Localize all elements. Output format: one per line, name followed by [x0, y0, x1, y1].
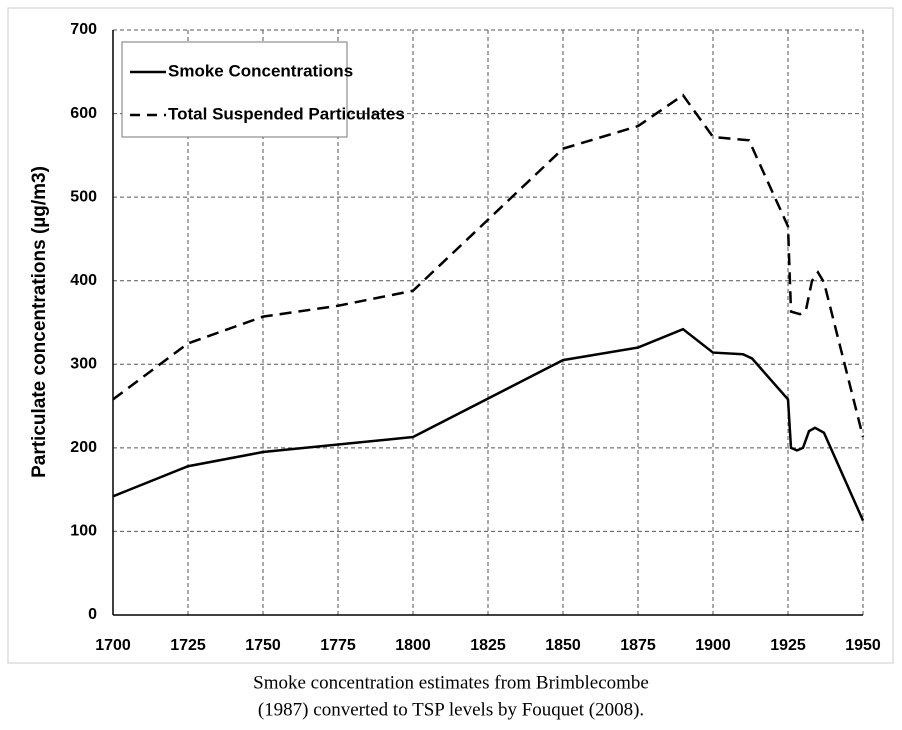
y-tick-label: 600 — [70, 105, 97, 122]
x-tick-label: 1950 — [845, 637, 881, 654]
y-tick-label: 500 — [70, 188, 97, 205]
data-line — [112, 93, 865, 438]
caption: Smoke concentration estimates from Brimb… — [253, 672, 649, 693]
legend-label: Smoke Concentrations — [168, 61, 353, 80]
x-tick-label: 1700 — [95, 637, 131, 654]
x-tick-label: 1875 — [620, 637, 656, 654]
y-tick-label: 0 — [88, 606, 97, 623]
x-tick-label: 1725 — [170, 637, 206, 654]
y-tick-label: 100 — [70, 523, 97, 540]
x-tick-label: 1750 — [245, 637, 281, 654]
x-tick-label: 1925 — [770, 637, 806, 654]
legend-label: Total Suspended Particulates — [168, 104, 405, 123]
x-tick-label: 1850 — [545, 637, 581, 654]
y-tick-label: 200 — [70, 439, 97, 456]
legend-box — [121, 41, 348, 138]
y-tick-label: 300 — [70, 356, 97, 373]
y-tick-label: 700 — [70, 21, 97, 38]
x-tick-label: 1825 — [470, 637, 506, 654]
chart-frame — [7, 7, 894, 664]
y-axis-label: Particulate concentrations (µg/m3) — [29, 166, 50, 478]
x-tick-label: 1800 — [395, 637, 431, 654]
data-line — [112, 327, 865, 522]
x-tick-label: 1900 — [695, 637, 731, 654]
y-tick-label: 400 — [70, 272, 97, 289]
x-tick-label: 1775 — [320, 637, 356, 654]
caption: (1987) converted to TSP levels by Fouque… — [258, 699, 644, 720]
